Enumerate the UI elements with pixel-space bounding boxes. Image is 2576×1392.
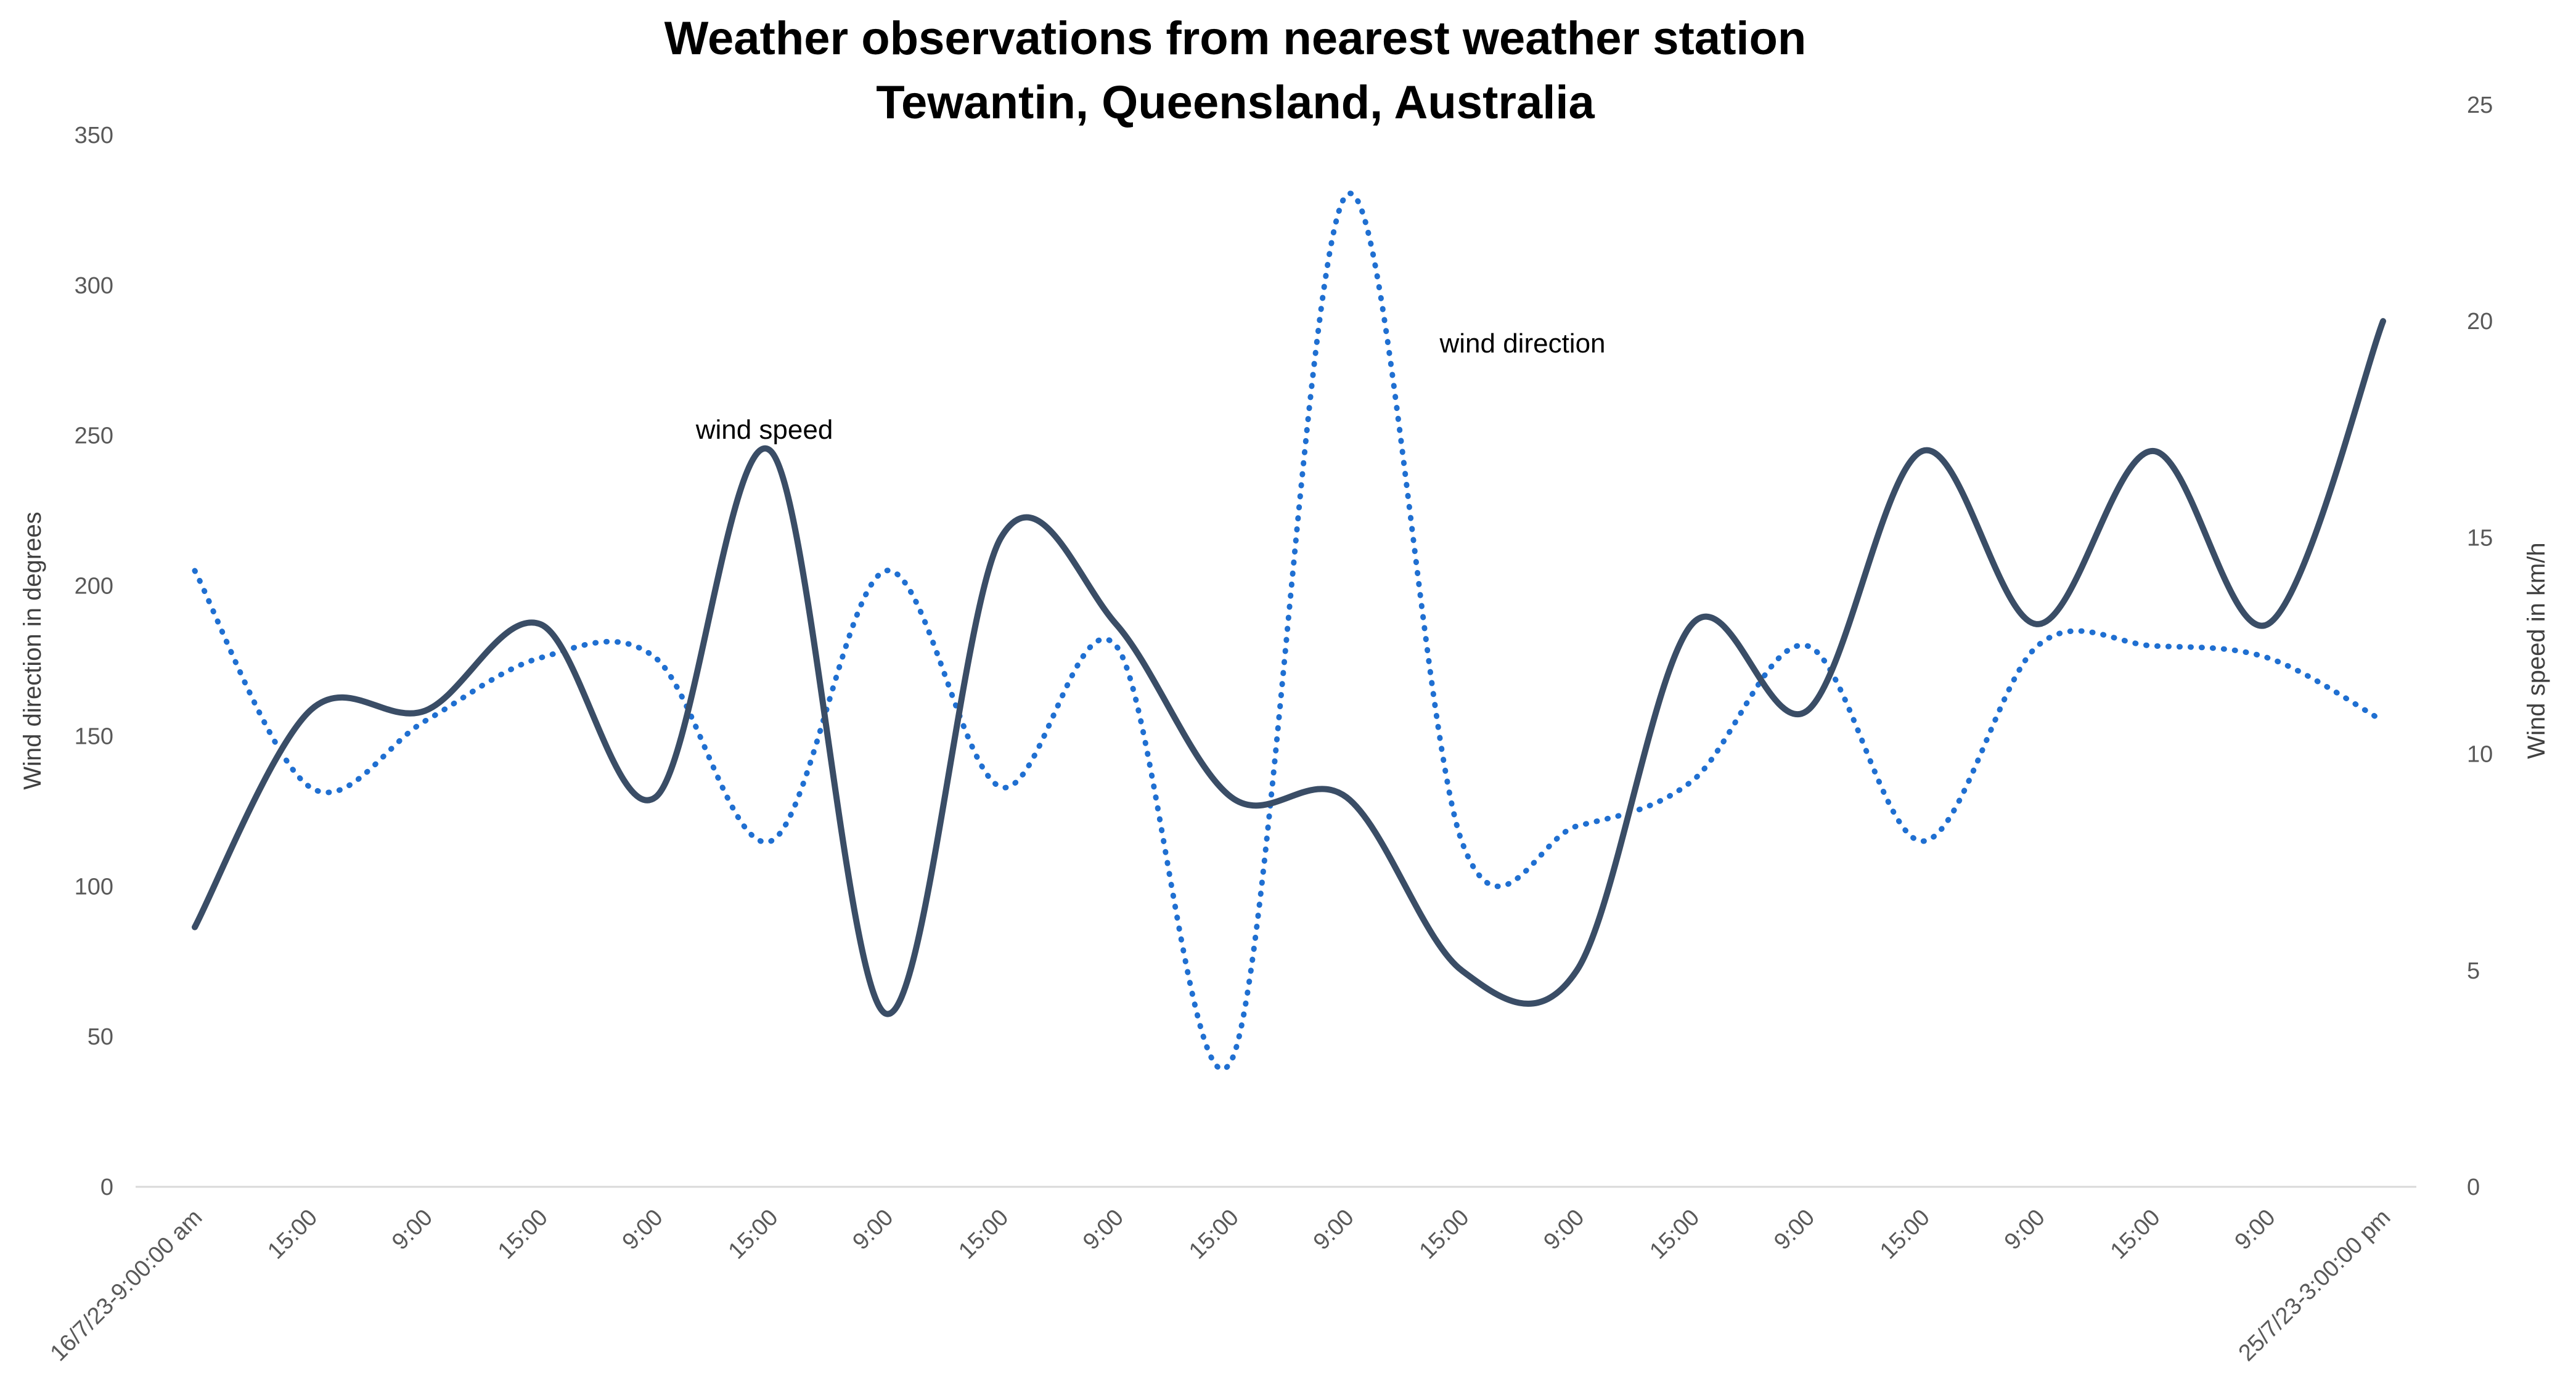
wind-speed-point [1229, 794, 1235, 800]
wind-speed-point [422, 707, 428, 714]
wind-direction-point [1920, 838, 1926, 844]
wind-speed-annotation: wind speed [695, 415, 833, 445]
wind-speed-point [2380, 318, 2386, 324]
wind-direction-point [1804, 643, 1810, 649]
x-tick-label: 15:00 [1184, 1205, 1244, 1264]
wind-speed-point [652, 794, 658, 800]
wind-direction-point [2265, 655, 2271, 661]
chart-title-line-2: Tewantin, Queensland, Australia [876, 76, 1595, 129]
x-tick-label: 15:00 [954, 1205, 1013, 1264]
left-tick-label: 150 [75, 723, 113, 749]
x-tick-label: 9:00 [1078, 1205, 1129, 1255]
x-axis-ticks: 16/7/23-9:00:00 am 15:00 9:00 15:00 9:00 15:0… [46, 1205, 2396, 1367]
wind-direction-point [1689, 778, 1695, 784]
left-axis-ticks: 0 50 100 150 200 250 300 350 [75, 123, 113, 1200]
right-axis-title: Wind speed in km/h [2523, 542, 2550, 759]
wind-speed-point [1920, 448, 1926, 454]
wind-speed-point [2149, 448, 2156, 454]
left-tick-label: 100 [75, 874, 113, 900]
wind-speed-point [883, 1011, 889, 1017]
wind-speed-point [1689, 621, 1695, 627]
wind-direction-point [998, 784, 1004, 790]
left-tick-label: 300 [75, 273, 113, 299]
wind-direction-point [2149, 643, 2156, 649]
right-tick-label: 20 [2467, 309, 2493, 335]
wind-direction-point [767, 838, 774, 844]
x-tick-label: 9:00 [1309, 1205, 1359, 1255]
right-tick-label: 10 [2467, 742, 2493, 768]
left-tick-label: 50 [88, 1024, 113, 1050]
wind-direction-point [192, 568, 198, 574]
x-tick-label: 9:00 [387, 1205, 438, 1255]
wind-speed-point [538, 621, 544, 627]
x-tick-label: 15:00 [724, 1205, 783, 1264]
wind-direction-point [883, 568, 889, 574]
wind-direction-line [192, 190, 2386, 1072]
wind-direction-point [2380, 718, 2386, 724]
left-tick-label: 200 [75, 574, 113, 600]
chart-title-line-1: Weather observations from nearest weathe… [664, 12, 1807, 65]
wind-speed-point [1113, 621, 1119, 627]
chart-title: Weather observations from nearest weathe… [664, 12, 1807, 129]
x-tick-label: 15:00 [1645, 1205, 1704, 1264]
wind-speed-point [307, 707, 313, 714]
x-tick-label: 9:00 [618, 1205, 668, 1255]
wind-speed-point [2265, 621, 2271, 627]
x-tick-label: 15:00 [263, 1205, 322, 1264]
wind-direction-point [307, 784, 313, 790]
x-tick-label: 9:00 [1539, 1205, 1589, 1255]
wind-speed-point [1574, 967, 1580, 974]
x-tick-label: 9:00 [848, 1205, 898, 1255]
wind-speed-point [1458, 967, 1465, 974]
wind-speed-point [1343, 794, 1349, 800]
wind-speed-point [767, 448, 774, 454]
wind-direction-point [1458, 838, 1465, 844]
wind-direction-point [422, 718, 428, 724]
x-tick-label: 9:00 [2000, 1205, 2050, 1255]
wind-speed-point [1804, 707, 1810, 714]
right-tick-label: 15 [2467, 525, 2493, 551]
left-tick-label: 350 [75, 123, 113, 149]
right-tick-label: 25 [2467, 92, 2493, 118]
x-tick-label: 16/7/23-9:00:00 am [46, 1205, 208, 1367]
left-tick-label: 250 [75, 423, 113, 449]
x-tick-label: 15:00 [1415, 1205, 1474, 1264]
wind-speed-point [2034, 621, 2040, 627]
wind-speed-point [998, 534, 1004, 540]
wind-direction-point [1229, 1057, 1235, 1064]
right-axis-ticks: 0 5 10 15 20 25 [2467, 92, 2493, 1200]
x-tick-label: 9:00 [2230, 1205, 2281, 1255]
wind-direction-point [652, 655, 658, 661]
wind-direction-point [1574, 823, 1580, 829]
right-tick-label: 5 [2467, 958, 2480, 984]
left-axis-title: Wind direction in degrees [19, 511, 46, 789]
x-tick-label: 15:00 [1875, 1205, 1935, 1264]
x-tick-label: 15:00 [493, 1205, 553, 1264]
wind-direction-point [538, 655, 544, 661]
x-tick-label: 15:00 [2106, 1205, 2165, 1264]
right-tick-label: 0 [2467, 1174, 2480, 1200]
left-tick-label: 0 [100, 1174, 113, 1200]
wind-speed-line [192, 318, 2386, 1017]
x-tick-label: 9:00 [1769, 1205, 1820, 1255]
wind-direction-point [1113, 643, 1119, 649]
wind-direction-point [1343, 192, 1349, 198]
wind-direction-annotation: wind direction [1439, 328, 1605, 359]
wind-direction-point [2034, 643, 2040, 649]
wind-speed-point [192, 924, 198, 930]
